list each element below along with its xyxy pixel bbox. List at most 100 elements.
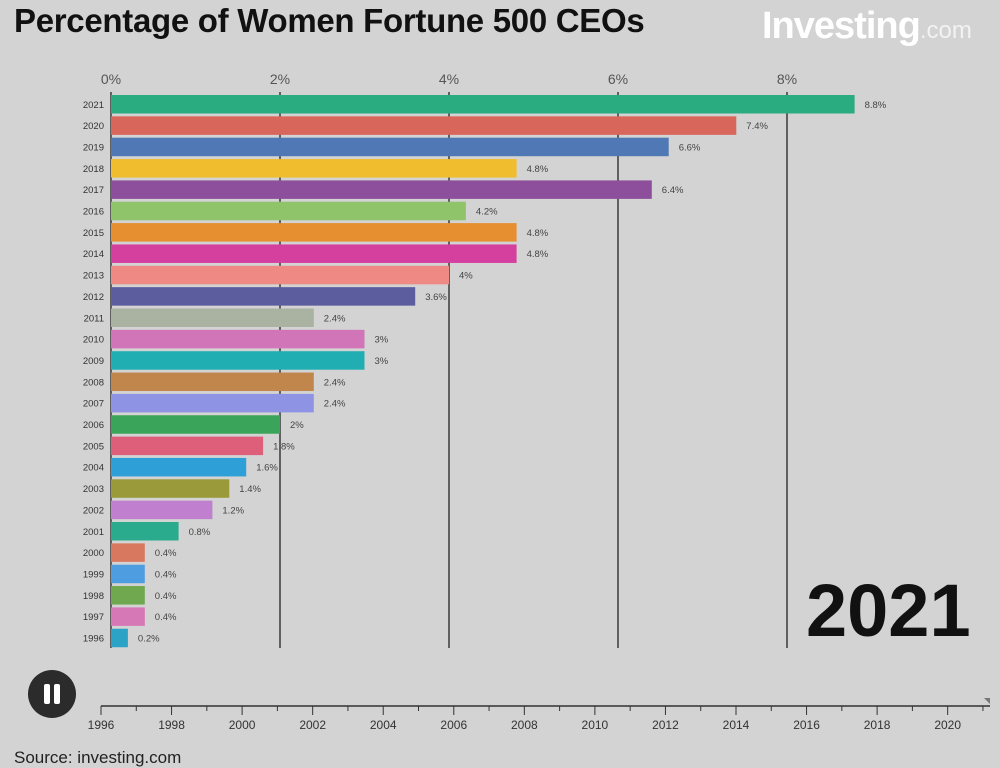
bar [111, 351, 365, 370]
value-label: 0.4% [155, 612, 177, 623]
chart-title: Percentage of Women Fortune 500 CEOs [14, 2, 645, 39]
value-label: 0.4% [155, 569, 177, 580]
timeline-tick-label: 2004 [370, 718, 397, 732]
value-label: 1.8% [273, 441, 295, 452]
value-label: 2.4% [324, 399, 346, 410]
category-label: 2014 [83, 249, 104, 260]
pause-icon [44, 684, 50, 704]
bar [111, 457, 247, 477]
category-label: 2000 [83, 548, 104, 559]
timeline-tick-label: 1998 [158, 718, 185, 732]
category-label: 1997 [83, 612, 104, 623]
bar [111, 201, 466, 221]
value-label: 1.4% [239, 484, 261, 495]
value-label: 3.6% [425, 292, 447, 303]
value-label: 2.4% [324, 377, 346, 388]
timeline-tick-label: 2012 [652, 718, 679, 732]
timeline-tick-label: 2020 [934, 718, 961, 732]
category-label: 2016 [83, 207, 104, 218]
category-label: 2004 [83, 463, 104, 474]
value-label: 4.8% [527, 164, 549, 175]
category-label: 2001 [83, 527, 104, 538]
category-label: 2015 [83, 228, 104, 239]
category-label: 2011 [84, 313, 104, 324]
bar [111, 415, 280, 434]
x-tick-label: 4% [439, 71, 459, 87]
bar [111, 543, 145, 562]
value-label: 0.8% [189, 527, 211, 538]
value-label: 3% [375, 356, 389, 367]
bar [111, 244, 517, 263]
timeline-tick-label: 2016 [793, 718, 820, 732]
category-label: 2009 [83, 356, 104, 367]
value-label: 8.8% [865, 100, 887, 111]
source-note: Source: investing.com [14, 748, 182, 767]
category-label: 2010 [83, 335, 104, 346]
value-label: 7.4% [746, 121, 768, 132]
category-label: 2008 [83, 377, 104, 388]
value-label: 4.8% [527, 249, 549, 260]
category-label: 2012 [83, 292, 104, 303]
category-label: 1996 [83, 634, 104, 645]
value-label: 3% [375, 335, 389, 346]
bar [111, 500, 213, 520]
category-label: 2020 [83, 121, 104, 132]
category-label: 2003 [83, 484, 104, 495]
bar [111, 329, 365, 349]
value-label: 0.2% [138, 634, 160, 645]
bar [111, 393, 314, 413]
timeline-tick-label: 2008 [511, 718, 538, 732]
bar [111, 180, 652, 199]
timeline-tick-label: 2010 [582, 718, 609, 732]
current-year-label: 2021 [806, 569, 971, 652]
x-tick-label: 8% [777, 71, 797, 87]
category-label: 2021 [83, 100, 104, 111]
value-label: 2% [290, 420, 304, 431]
value-label: 1.2% [222, 505, 244, 516]
bar [111, 265, 449, 285]
category-label: 2013 [83, 271, 104, 282]
bar [111, 436, 264, 456]
timeline-tick-label: 2002 [299, 718, 326, 732]
value-label: 4.8% [527, 228, 549, 239]
timeline-tick-label: 2014 [723, 718, 750, 732]
category-label: 2017 [83, 185, 104, 196]
value-label: 0.4% [155, 591, 177, 602]
category-label: 2018 [83, 164, 104, 175]
bar [111, 522, 179, 541]
bar [111, 287, 416, 306]
category-label: 1999 [83, 569, 104, 580]
timeline-tick-label: 2006 [440, 718, 467, 732]
category-label: 2006 [83, 420, 104, 431]
bar [111, 628, 128, 648]
x-tick-label: 2% [270, 71, 290, 87]
value-label: 1.6% [256, 463, 278, 474]
category-label: 2019 [83, 142, 104, 153]
pause-icon-bar [54, 684, 60, 704]
x-tick-label: 0% [101, 71, 121, 87]
bar [111, 137, 669, 157]
bar [111, 479, 230, 498]
investing-logo: Investing.com [762, 5, 972, 48]
timeline-end-marker [984, 698, 990, 704]
bar [111, 586, 145, 605]
bar [111, 95, 855, 114]
timeline-tick-label: 2000 [229, 718, 256, 732]
bar [111, 159, 517, 178]
logo-suffix: .com [919, 17, 972, 44]
bar [111, 223, 517, 242]
value-label: 4% [459, 271, 473, 282]
bar [111, 308, 314, 327]
bar [111, 564, 145, 584]
value-label: 0.4% [155, 548, 177, 559]
x-tick-label: 6% [608, 71, 628, 87]
timeline-tick-label: 2018 [864, 718, 891, 732]
category-label: 2002 [83, 505, 104, 516]
pause-button[interactable] [28, 670, 76, 718]
bar [111, 116, 737, 135]
category-label: 2005 [83, 441, 104, 452]
value-label: 2.4% [324, 313, 346, 324]
logo-text: Investing [762, 5, 921, 47]
value-label: 6.6% [679, 142, 701, 153]
